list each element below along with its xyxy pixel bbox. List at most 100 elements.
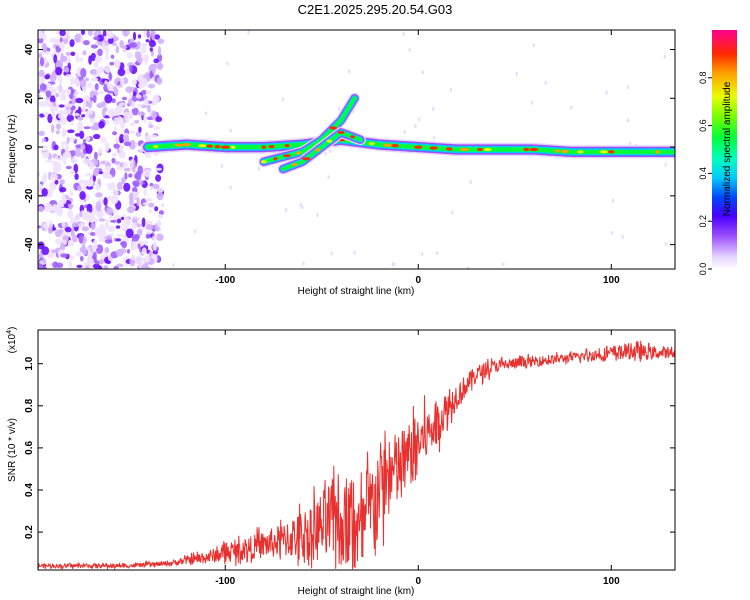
noise-blob xyxy=(66,88,71,96)
noise-blob xyxy=(110,194,119,205)
noise-blob xyxy=(58,156,66,161)
noise-blob xyxy=(99,231,107,238)
snr-ytick-label: 0.8 xyxy=(24,398,35,412)
main-tone-peak xyxy=(429,146,438,150)
noise-blob xyxy=(38,205,45,212)
noise-blob xyxy=(532,43,536,48)
noise-blob xyxy=(155,116,163,123)
main-tone-peak xyxy=(206,144,213,148)
noise-blob xyxy=(55,123,61,130)
noise-blob xyxy=(97,171,104,175)
noise-blob xyxy=(81,114,86,118)
noise-blob xyxy=(151,63,157,68)
noise-blob xyxy=(79,79,87,88)
noise-blob xyxy=(82,102,87,111)
noise-blob xyxy=(121,241,128,249)
noise-blob xyxy=(123,182,131,192)
noise-blob xyxy=(121,177,126,185)
noise-blob xyxy=(611,198,615,203)
snr-xlabel: Height of straight line (km) xyxy=(298,586,415,597)
noise-blob xyxy=(83,40,90,46)
noise-blob xyxy=(115,85,122,89)
noise-blob xyxy=(104,80,108,85)
noise-blob xyxy=(67,209,73,219)
noise-blob xyxy=(100,136,107,143)
main-tone-peak xyxy=(655,150,660,154)
noise-blob xyxy=(64,226,72,233)
noise-blob xyxy=(62,151,71,159)
noise-blob xyxy=(71,105,76,111)
noise-blob xyxy=(55,155,59,160)
noise-blob xyxy=(403,129,406,134)
noise-blob xyxy=(129,192,134,203)
main-tone-peak xyxy=(182,143,191,147)
noise-blob xyxy=(77,185,83,192)
noise-blob xyxy=(85,135,91,142)
noise-blob xyxy=(80,35,84,45)
noise-blob xyxy=(133,182,139,186)
noise-blob xyxy=(161,203,164,207)
noise-blob xyxy=(302,261,305,266)
noise-blob xyxy=(51,124,55,134)
noise-blob xyxy=(67,239,75,247)
descending-branch-peak xyxy=(302,157,311,161)
noise-blob xyxy=(156,77,163,85)
spectrogram-xtick-label: 100 xyxy=(603,275,620,286)
noise-blob xyxy=(41,145,49,149)
noise-blob xyxy=(347,69,351,74)
noise-blob xyxy=(86,203,93,214)
snr-ytick-label: 0.6 xyxy=(24,441,35,455)
noise-blob xyxy=(408,48,411,53)
noise-blob xyxy=(85,100,90,107)
noise-blob xyxy=(143,99,149,106)
snr-multiplier: (x104) xyxy=(6,327,18,354)
noise-blob xyxy=(55,130,60,135)
noise-blob xyxy=(55,206,63,216)
noise-blob xyxy=(220,163,224,168)
noise-blob xyxy=(61,143,65,149)
noise-blob xyxy=(92,252,97,261)
noise-region xyxy=(38,30,667,269)
noise-blob xyxy=(115,45,120,54)
noise-blob xyxy=(138,226,146,231)
snr-line xyxy=(38,340,675,570)
noise-blob xyxy=(61,239,66,244)
noise-blob xyxy=(432,106,435,111)
noise-blob xyxy=(118,150,126,159)
noise-blob xyxy=(82,50,87,56)
noise-blob xyxy=(87,250,93,260)
noise-blob xyxy=(299,202,302,207)
noise-blob xyxy=(281,97,285,102)
noise-blob xyxy=(39,56,45,67)
noise-blob xyxy=(104,219,110,229)
noise-blob xyxy=(136,229,143,236)
noise-blob xyxy=(129,38,135,43)
noise-blob xyxy=(87,261,95,266)
noise-blob xyxy=(135,170,142,181)
noise-blob xyxy=(75,97,84,104)
noise-blob xyxy=(67,129,75,134)
noise-blob xyxy=(131,241,138,251)
noise-blob xyxy=(85,265,90,269)
noise-blob xyxy=(54,229,62,238)
noise-blob xyxy=(93,239,98,246)
main-tone-peak xyxy=(529,147,539,152)
noise-blob xyxy=(104,142,110,152)
noise-blob xyxy=(80,30,86,35)
noise-blob xyxy=(77,106,82,116)
noise-blob xyxy=(65,165,72,170)
noise-blob xyxy=(610,230,613,235)
noise-blob xyxy=(152,183,160,190)
noise-blob xyxy=(60,53,64,63)
noise-blob xyxy=(65,74,72,78)
noise-blob xyxy=(101,160,106,165)
noise-blob xyxy=(119,162,124,168)
noise-blob xyxy=(45,90,52,98)
spectrogram-ytick-label: 0 xyxy=(24,144,35,150)
noise-blob xyxy=(107,225,116,233)
noise-blob xyxy=(43,172,48,181)
noise-blob xyxy=(87,178,93,187)
noise-blob xyxy=(69,39,75,48)
noise-blob xyxy=(141,247,147,255)
noise-blob xyxy=(417,117,421,122)
